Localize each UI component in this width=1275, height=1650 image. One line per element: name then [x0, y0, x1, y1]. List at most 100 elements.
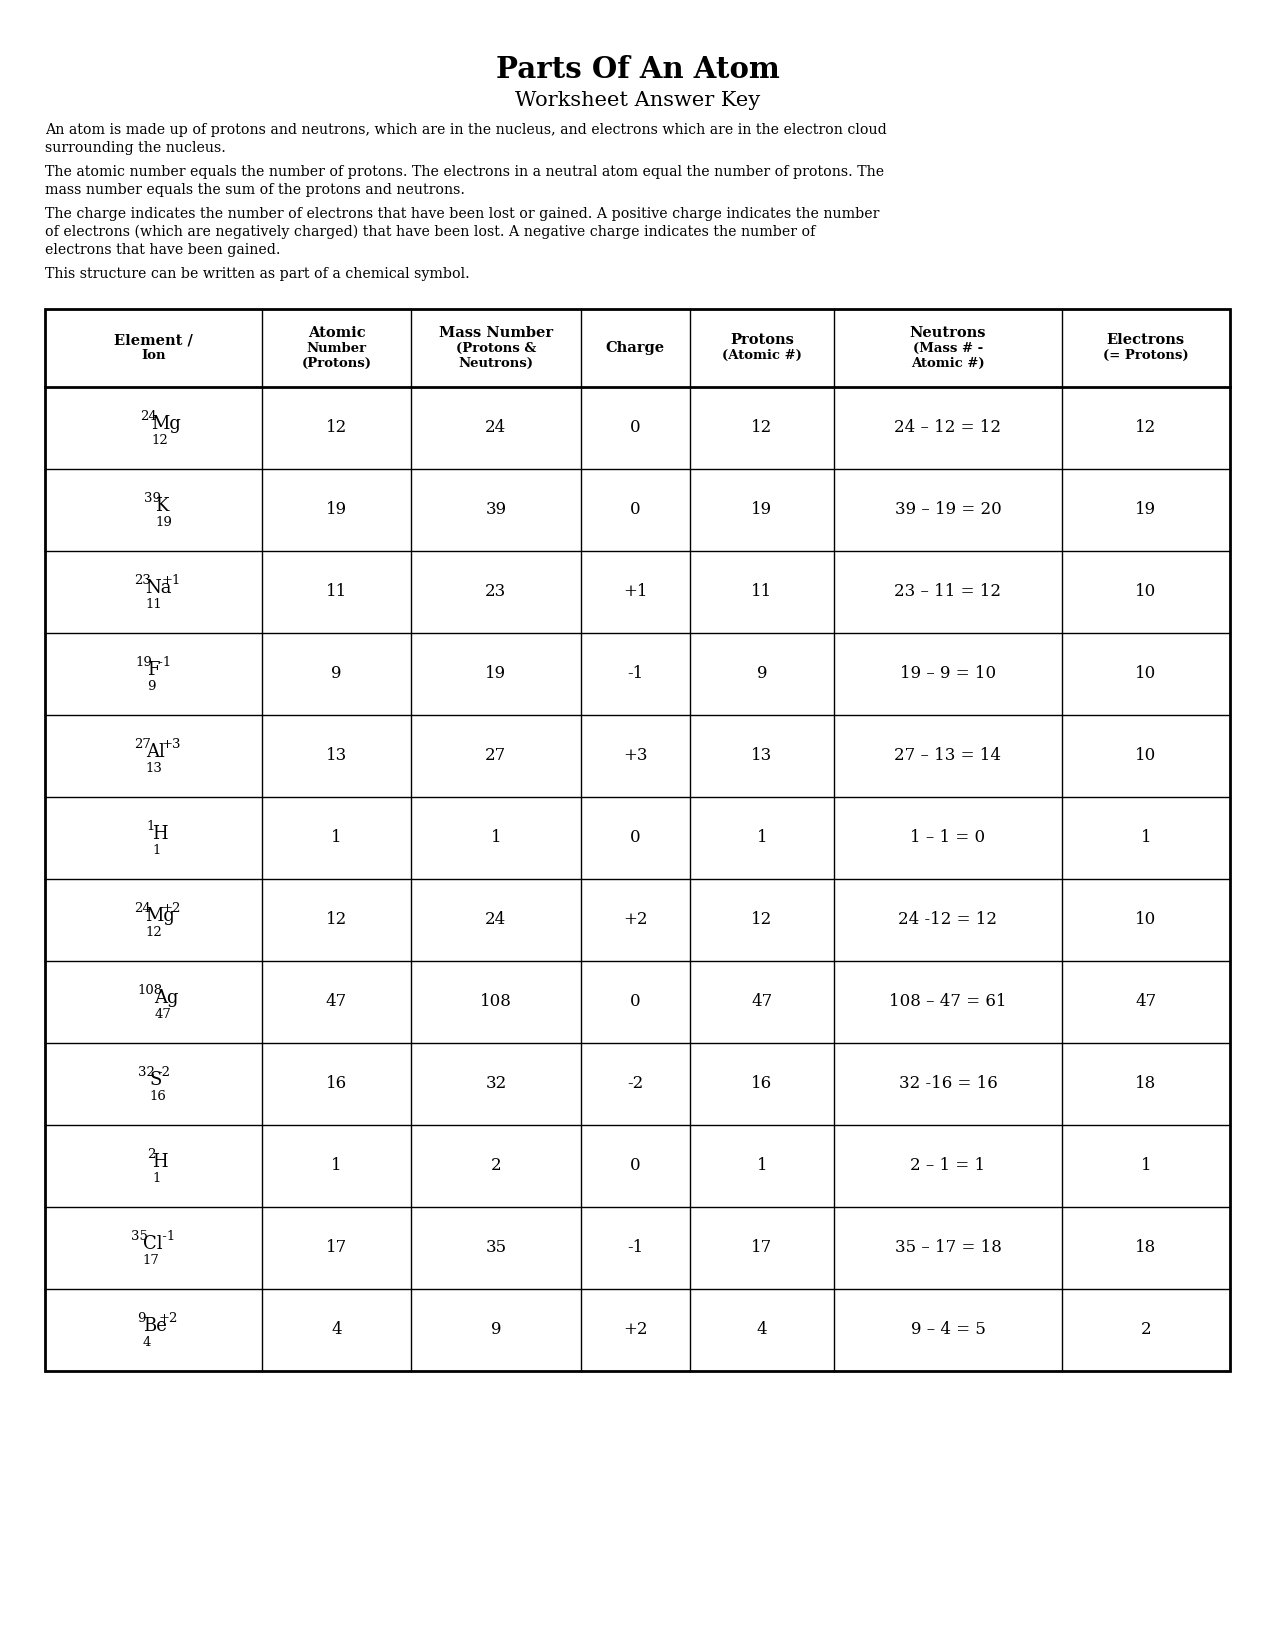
- Text: 47: 47: [751, 993, 773, 1010]
- Text: 1: 1: [153, 1172, 161, 1185]
- Text: 10: 10: [1135, 584, 1156, 601]
- Text: 16: 16: [751, 1076, 773, 1092]
- Text: +3: +3: [623, 747, 648, 764]
- Text: 2: 2: [491, 1158, 501, 1175]
- Text: Ag: Ag: [154, 988, 179, 1006]
- Text: surrounding the nucleus.: surrounding the nucleus.: [45, 140, 226, 155]
- Text: 2 – 1 = 1: 2 – 1 = 1: [910, 1158, 986, 1175]
- Text: mass number equals the sum of the protons and neutrons.: mass number equals the sum of the proton…: [45, 183, 465, 196]
- Text: Be: Be: [143, 1317, 167, 1335]
- Text: 35: 35: [486, 1239, 506, 1257]
- Text: 13: 13: [326, 747, 347, 764]
- Text: 0: 0: [630, 993, 640, 1010]
- Text: 12: 12: [145, 926, 162, 939]
- Text: H: H: [153, 825, 168, 843]
- Text: 11: 11: [145, 597, 162, 610]
- Text: 0: 0: [630, 1158, 640, 1175]
- Text: 39 – 19 = 20: 39 – 19 = 20: [895, 502, 1001, 518]
- Text: Na: Na: [145, 579, 172, 597]
- Text: The atomic number equals the number of protons. The electrons in a neutral atom : The atomic number equals the number of p…: [45, 165, 884, 178]
- Text: 17: 17: [326, 1239, 347, 1257]
- Text: -1: -1: [627, 665, 644, 683]
- Text: 19: 19: [486, 665, 506, 683]
- Text: Element /: Element /: [113, 333, 193, 348]
- Text: Mg: Mg: [145, 908, 176, 926]
- Text: 1: 1: [332, 1158, 342, 1175]
- Text: +1: +1: [161, 574, 181, 587]
- Text: 1: 1: [491, 830, 501, 846]
- Text: 39: 39: [144, 492, 161, 505]
- Text: 11: 11: [326, 584, 347, 601]
- Text: 1: 1: [332, 830, 342, 846]
- Text: 9: 9: [756, 665, 768, 683]
- Text: 1 – 1 = 0: 1 – 1 = 0: [910, 830, 986, 846]
- Text: H: H: [153, 1153, 168, 1172]
- Text: 0: 0: [630, 419, 640, 437]
- Text: 9: 9: [491, 1322, 501, 1338]
- Text: F: F: [147, 662, 159, 680]
- Text: +2: +2: [158, 1312, 177, 1325]
- Text: S: S: [149, 1071, 162, 1089]
- Text: 19: 19: [135, 657, 152, 670]
- Text: 23 – 11 = 12: 23 – 11 = 12: [895, 584, 1001, 601]
- Text: +1: +1: [623, 584, 648, 601]
- Text: Electrons: Electrons: [1107, 333, 1184, 348]
- Text: (Protons &: (Protons &: [455, 342, 536, 355]
- Text: 9: 9: [147, 680, 156, 693]
- Text: 47: 47: [326, 993, 347, 1010]
- Text: 39: 39: [486, 502, 506, 518]
- Text: (Protons): (Protons): [301, 356, 371, 370]
- Text: 12: 12: [751, 911, 773, 929]
- Text: of electrons (which are negatively charged) that have been lost. A negative char: of electrons (which are negatively charg…: [45, 224, 816, 239]
- Text: +2: +2: [623, 911, 648, 929]
- Text: 32: 32: [486, 1076, 506, 1092]
- Text: 1: 1: [147, 820, 156, 833]
- Text: Mass Number: Mass Number: [439, 327, 553, 340]
- Text: 19: 19: [156, 515, 172, 528]
- Text: electrons that have been gained.: electrons that have been gained.: [45, 243, 280, 257]
- Text: Cl: Cl: [143, 1234, 162, 1252]
- Text: 23: 23: [486, 584, 506, 601]
- Text: Parts Of An Atom: Parts Of An Atom: [496, 54, 779, 84]
- Text: 24: 24: [486, 911, 506, 929]
- Text: 17: 17: [143, 1254, 159, 1267]
- Text: 24: 24: [486, 419, 506, 437]
- Text: 19: 19: [1135, 502, 1156, 518]
- Text: 4: 4: [756, 1322, 768, 1338]
- Text: 27: 27: [486, 747, 506, 764]
- Text: 24: 24: [140, 411, 157, 424]
- Text: 1: 1: [1141, 830, 1151, 846]
- Text: Charge: Charge: [606, 342, 664, 355]
- Text: +3: +3: [161, 739, 181, 751]
- Text: -1: -1: [154, 657, 172, 670]
- Text: 17: 17: [751, 1239, 773, 1257]
- Text: 10: 10: [1135, 747, 1156, 764]
- Text: 2: 2: [147, 1148, 156, 1162]
- Text: Ion: Ion: [142, 350, 166, 361]
- Text: 10: 10: [1135, 665, 1156, 683]
- Text: 108: 108: [479, 993, 511, 1010]
- Text: Atomic #): Atomic #): [912, 356, 984, 370]
- Text: (Atomic #): (Atomic #): [722, 350, 802, 361]
- Text: -1: -1: [158, 1231, 176, 1244]
- Text: Mg: Mg: [152, 416, 181, 432]
- Text: 16: 16: [326, 1076, 347, 1092]
- Text: 0: 0: [630, 830, 640, 846]
- Text: -1: -1: [627, 1239, 644, 1257]
- Text: 32 -16 = 16: 32 -16 = 16: [899, 1076, 997, 1092]
- Text: 27: 27: [134, 739, 152, 751]
- Text: 18: 18: [1135, 1239, 1156, 1257]
- Text: 19 – 9 = 10: 19 – 9 = 10: [900, 665, 996, 683]
- Text: Atomic: Atomic: [307, 327, 366, 340]
- Text: 12: 12: [152, 434, 168, 447]
- Text: 9: 9: [138, 1312, 145, 1325]
- Text: 24 -12 = 12: 24 -12 = 12: [899, 911, 997, 929]
- Text: 47: 47: [154, 1008, 171, 1020]
- Text: 24 – 12 = 12: 24 – 12 = 12: [895, 419, 1001, 437]
- Text: 9 – 4 = 5: 9 – 4 = 5: [910, 1322, 986, 1338]
- Text: 19: 19: [751, 502, 773, 518]
- Text: Worksheet Answer Key: Worksheet Answer Key: [515, 91, 760, 111]
- Bar: [45, 309, 1230, 1371]
- Text: 108 – 47 = 61: 108 – 47 = 61: [889, 993, 1007, 1010]
- Text: Neutrons): Neutrons): [459, 356, 533, 370]
